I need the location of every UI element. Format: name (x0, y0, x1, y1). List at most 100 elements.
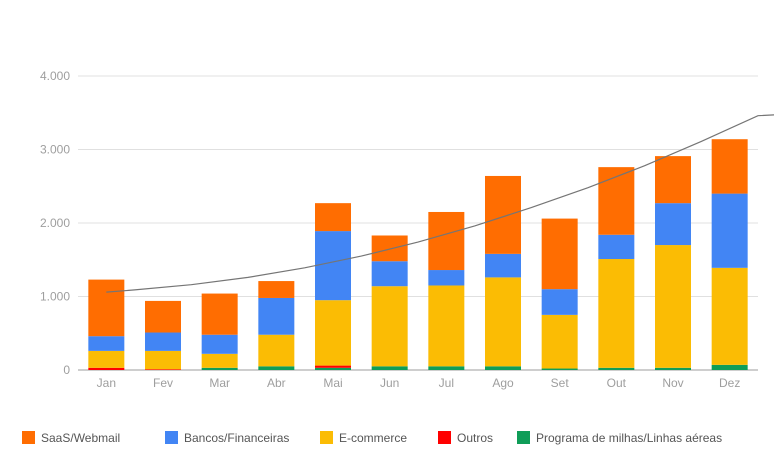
bar-programa-de-milhas-linhas-aereas (428, 366, 465, 370)
legend-item-saas-webmail: SaaS/Webmail (22, 431, 120, 445)
bar-e-commerce (655, 245, 691, 368)
y-tick-label: 2.000 (40, 216, 70, 230)
y-tick-label: 1.000 (40, 290, 70, 304)
legend-label: Outros (457, 431, 493, 445)
legend-swatch (320, 431, 333, 444)
bar-e-commerce (371, 286, 408, 367)
y-tick-label: 4.000 (40, 69, 70, 83)
bar-e-commerce (598, 259, 635, 368)
x-tick-label: Fev (153, 376, 173, 390)
legend-item-outros: Outros (438, 431, 493, 445)
x-tick-label: Mar (209, 376, 230, 390)
bar-bancos-financeiras (145, 332, 181, 351)
legend-item-bancos-financeiras: Bancos/Financeiras (165, 431, 289, 445)
x-tick-label: Ago (492, 376, 514, 390)
legend-swatch (22, 431, 35, 444)
legend-item-programa-de-milhas-linhas-aereas: Programa de milhas/Linhas aéreas (517, 431, 722, 445)
bar-e-commerce (315, 300, 351, 366)
x-axis-ticks: Jan Fev Mar Abr Mai Jun Jul Ago Set Out Nov Dez (97, 376, 741, 390)
bar-outros (315, 365, 351, 368)
legend-swatch (165, 431, 178, 444)
bar-e-commerce (711, 267, 748, 365)
x-tick-label: Jul (439, 376, 454, 390)
bar-saas-webmail (201, 293, 238, 335)
x-tick-label: Set (551, 376, 570, 390)
bar-group-out (598, 167, 635, 370)
bar-saas-webmail (541, 218, 578, 290)
y-axis-ticks: 0 1.000 2.000 3.000 4.000 (40, 69, 70, 377)
bar-e-commerce (541, 314, 578, 369)
legend-label: Programa de milhas/Linhas aéreas (536, 431, 722, 445)
bar-programa-de-milhas-linhas-aereas (315, 367, 351, 370)
bar-bancos-financeiras (541, 289, 578, 315)
trendline-path (106, 114, 774, 293)
bar-saas-webmail (655, 156, 691, 204)
bar-group-dez (711, 139, 748, 370)
legend-label: E-commerce (339, 431, 407, 445)
bar-group-ago (485, 175, 521, 370)
bar-e-commerce (258, 334, 295, 367)
x-tick-label: Mai (323, 376, 342, 390)
bar-e-commerce (201, 353, 238, 368)
x-tick-label: Nov (662, 376, 683, 390)
trendline (106, 114, 774, 293)
bar-bancos-financeiras (711, 193, 748, 268)
bar-e-commerce (485, 277, 521, 367)
bar-bancos-financeiras (315, 231, 351, 301)
y-tick-label: 0 (63, 363, 70, 377)
bar-programa-de-milhas-linhas-aereas (258, 366, 295, 370)
x-tick-label: Dez (719, 376, 740, 390)
bar-programa-de-milhas-linhas-aereas (711, 364, 748, 370)
bar-bancos-financeiras (258, 297, 295, 335)
bar-programa-de-milhas-linhas-aereas (598, 367, 635, 370)
bar-programa-de-milhas-linhas-aereas (201, 367, 238, 370)
bar-saas-webmail (428, 211, 465, 271)
bar-bancos-financeiras (598, 234, 635, 260)
bar-group-abr (258, 281, 295, 370)
bar-e-commerce (428, 285, 465, 367)
bar-bancos-financeiras (371, 261, 408, 287)
x-tick-label: Jan (97, 376, 116, 390)
bar-outros (88, 367, 125, 370)
bar-e-commerce (145, 350, 181, 370)
bar-saas-webmail (711, 139, 748, 194)
bar-programa-de-milhas-linhas-aereas (541, 368, 578, 370)
bar-outros (145, 369, 181, 370)
bar-saas-webmail (258, 281, 295, 298)
legend-swatch (517, 431, 530, 444)
bar-programa-de-milhas-linhas-aereas (485, 366, 521, 370)
legend-swatch (438, 431, 451, 444)
bar-bancos-financeiras (655, 203, 691, 246)
bar-e-commerce (88, 350, 125, 368)
legend-label: Bancos/Financeiras (184, 431, 289, 445)
bar-group-nov (655, 156, 691, 370)
bar-saas-webmail (315, 203, 351, 232)
bar-saas-webmail (88, 279, 125, 337)
bar-saas-webmail (371, 235, 408, 262)
bar-bancos-financeiras (485, 253, 521, 278)
x-tick-label: Jun (380, 376, 399, 390)
legend-item-e-commerce: E-commerce (320, 431, 407, 445)
bar-group-jul (428, 211, 465, 370)
bar-programa-de-milhas-linhas-aereas (655, 367, 691, 370)
bars (88, 139, 748, 370)
bar-group-mai (315, 203, 351, 370)
bar-bancos-financeiras (201, 334, 238, 354)
legend-label: SaaS/Webmail (41, 431, 120, 445)
bar-bancos-financeiras (428, 270, 465, 286)
bar-group-jun (371, 235, 408, 370)
gridlines (78, 75, 758, 371)
bar-programa-de-milhas-linhas-aereas (371, 366, 408, 370)
x-tick-label: Out (607, 376, 627, 390)
x-tick-label: Abr (267, 376, 286, 390)
bar-saas-webmail (598, 167, 635, 235)
bar-saas-webmail (145, 300, 181, 333)
bar-group-fev (145, 300, 181, 370)
bar-group-jan (88, 279, 125, 370)
bar-group-set (541, 218, 578, 370)
y-tick-label: 3.000 (40, 143, 70, 157)
legend: SaaS/Webmail Bancos/Financeiras E-commerce… (22, 431, 722, 445)
bar-saas-webmail (485, 175, 521, 254)
